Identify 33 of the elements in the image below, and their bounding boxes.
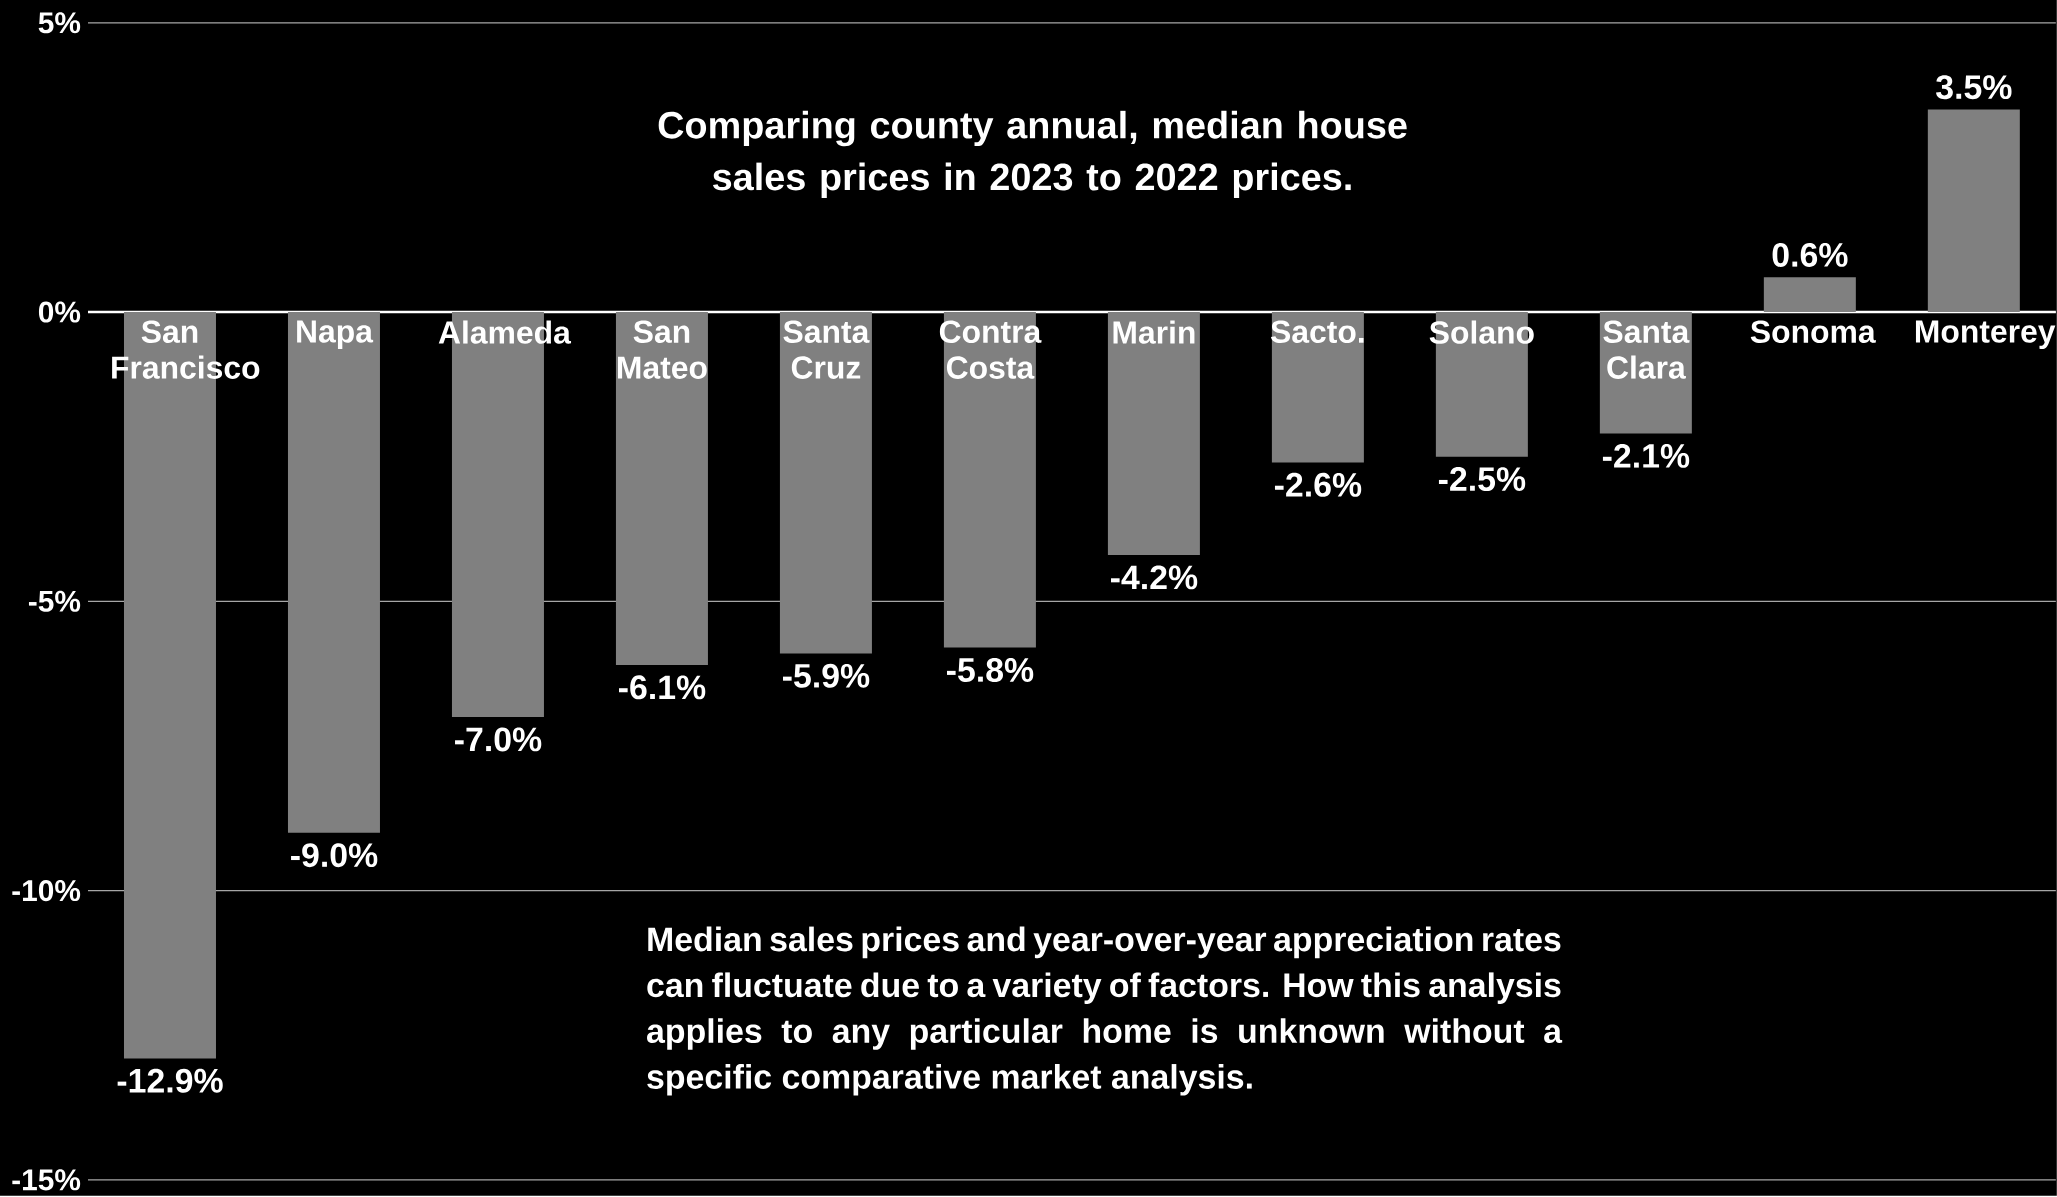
data-label: 3.5% [1936, 75, 2012, 100]
x-tick-label: Monterey [1915, 320, 2056, 349]
data-label: -6.1% [619, 675, 706, 700]
x-tick-label: Santa Cruz [783, 320, 870, 379]
bar [779, 312, 872, 654]
bar [1763, 277, 1856, 313]
data-label: -12.9% [117, 1068, 223, 1093]
y-tick-label: -10% [12, 879, 81, 902]
y-tick-label: -5% [28, 590, 81, 612]
data-label: -2.6% [1274, 472, 1362, 497]
y-tick-label: 0% [38, 301, 81, 323]
bar [615, 312, 708, 665]
data-label: -9.0% [291, 843, 378, 868]
data-label: 0.6% [1772, 242, 1848, 267]
bar [287, 312, 380, 833]
data-label: -2.1% [1602, 443, 1690, 468]
data-label: -5.8% [946, 657, 1034, 682]
data-label: -7.0% [455, 727, 542, 752]
x-tick-label: Napa [297, 320, 374, 349]
data-label: -2.5% [1438, 467, 1526, 492]
text: Comparing county annual, median house sales prices in 2023 to 2022 prices. [658, 110, 1407, 198]
x-tick-label: Sonoma [1750, 320, 1876, 343]
x-tick-label: Santa Clara [1603, 320, 1690, 379]
bar [1271, 312, 1364, 463]
data-label: -5.9% [783, 663, 870, 688]
y-tick-label: 5% [38, 12, 81, 34]
x-tick-label: Marin [1113, 320, 1195, 344]
y-tick-label: -15% [12, 1169, 81, 1191]
data-label: -4.2% [1110, 565, 1198, 590]
annotation: Median sales prices and year-over-year appreciation rates can fluctuate due to a variety of factors. How this analysis applies to any particular home is unknown without a specific comparative market analysis. [647, 926, 1563, 1096]
bar [1927, 109, 2020, 313]
x-tick-label: San Mateo [618, 320, 707, 379]
bar [1107, 312, 1200, 556]
